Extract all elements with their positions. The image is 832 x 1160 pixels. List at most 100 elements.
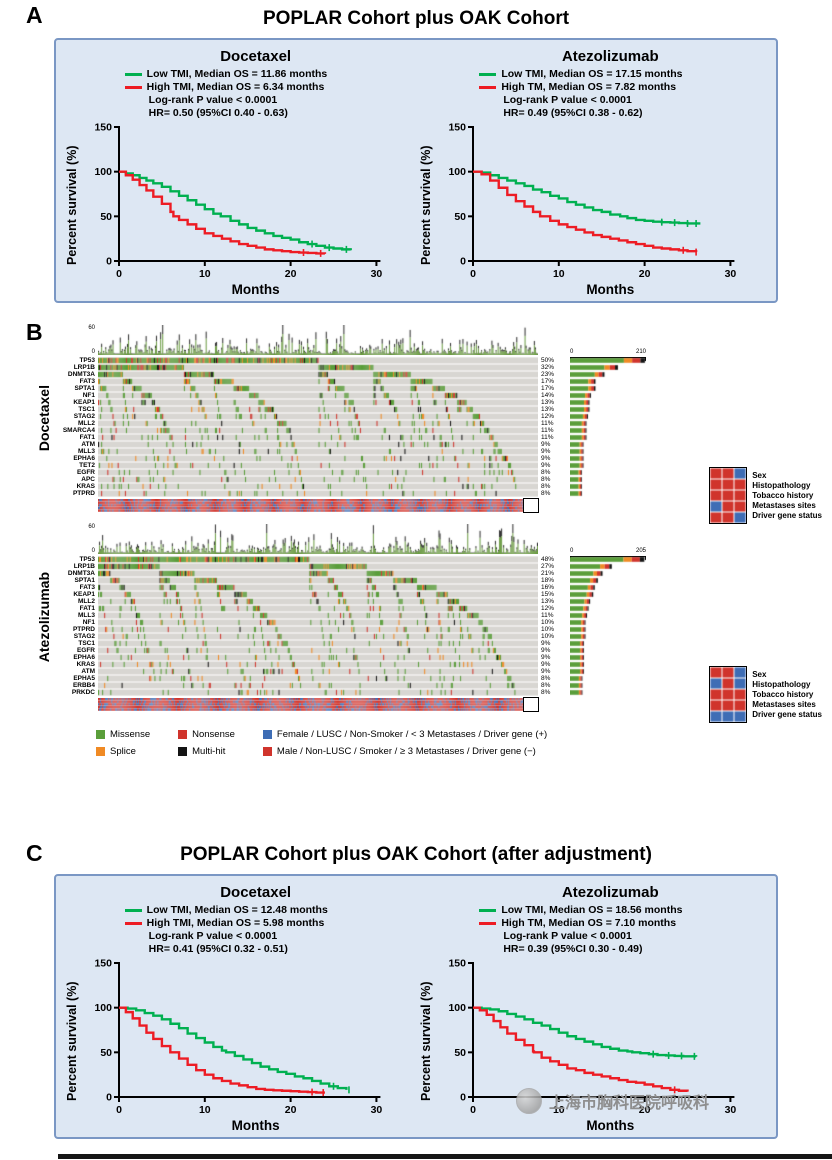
gene-label: NF1 [82,392,95,399]
svg-text:50: 50 [455,1047,467,1059]
gene-label: FAT3 [79,378,95,385]
gene-percent: 13% [541,399,555,406]
gene-label: MLL3 [78,612,95,619]
high-tmi-swatch [124,85,142,90]
svg-text:0: 0 [470,268,476,280]
gene-barchart-col: 0 210 [570,349,646,497]
gene-percent: 13% [541,598,555,605]
gene-percent: 23% [541,371,555,378]
annotation-label: Histopathology [752,679,811,689]
hr-stat: HR= 0.39 (95%CI 0.30 - 0.49) [503,943,643,955]
annotation-label: Sex [752,669,767,679]
annotation-label: Driver gene status [752,510,822,520]
gene-percent: 8% [541,490,551,497]
legend-splice: Splice [96,746,150,757]
legend-row-low: Low TMI, Median OS = 17.15 months [479,68,767,81]
gene-label: DNMT3A [67,570,95,577]
watermark: 上海市胸科医院呼吸科 [516,1088,709,1114]
legend-label: Low TMI, Median OS = 17.15 months [501,68,683,80]
annotation-label: Metastases sites [752,500,816,510]
gene-percent: 9% [541,455,551,462]
low-tmi-swatch [124,908,142,913]
oncoprint-main: 60 0 TP53 LRP1B DNMT3A SPTA1 FAT3 KEAP1 MLL2 FA… [56,524,646,712]
svg-text:30: 30 [370,268,382,280]
gene-label: TSC1 [78,640,95,647]
gene-label: KRAS [76,661,95,668]
svg-text:0: 0 [116,268,122,280]
gene-label: FAT1 [79,434,95,441]
zoom-outline [523,697,539,712]
bottom-border [58,1154,832,1159]
gene-percent: 8% [541,682,551,689]
legend-label: High TM, Median OS = 7.10 months [501,917,677,929]
annotation-row [98,498,539,513]
gene-label: TSC1 [78,406,95,413]
legend-row-low: Low TMI, Median OS = 12.48 months [124,904,413,917]
panel-c-title: POPLAR Cohort plus OAK Cohort (after adj… [180,844,652,865]
svg-text:150: 150 [94,958,112,970]
plot-title: Docetaxel [220,48,292,65]
svg-text:50: 50 [100,1047,112,1059]
svg-text:100: 100 [449,166,467,178]
high-tmi-swatch [479,921,497,926]
gene-labels: TP53 LRP1B DNMT3A SPTA1 FAT3 KEAP1 MLL2 FAT1 MLL… [56,556,98,696]
tmb-axis: 60 0 [88,524,95,554]
svg-text:10: 10 [199,268,211,280]
gene-label: KEAP1 [73,399,95,406]
legend-row-high: High TM, Median OS = 7.10 months [479,917,767,930]
gene-label: SMARCA4 [62,427,95,434]
oncoprint-docetaxel: Docetaxel 60 0 TP53 LRP1B DNMT3A FAT3 SPTA1 N… [32,325,832,524]
km-plot-docetaxel-a: Docetaxel Low TMI, Median OS = 11.86 mon… [65,48,413,297]
svg-text:0: 0 [106,1092,112,1104]
gene-label: TP53 [79,556,95,563]
x-axis-label: Months [231,1118,280,1133]
grid-row: TP53 LRP1B DNMT3A SPTA1 FAT3 KEAP1 MLL2 FAT1 MLL… [56,548,646,696]
plot-title: Atezolizumab [561,48,659,65]
clinical-positive-swatch [262,730,272,739]
svg-text:30: 30 [725,1104,737,1116]
missense-swatch [96,730,105,739]
panel-b-legend: Missense Splice Nonsense Multi-hit [96,729,832,757]
gene-label: STAG2 [73,633,95,640]
annotation-inset: Sex Histopathology Tobacco history Metastas… [709,467,822,524]
km-legend: Low TMI, Median OS = 11.86 months High T… [124,68,413,120]
km-body: Percent survival (%) 0 50 100 150 0 10 20 30 [65,957,413,1121]
gene-label: FAT1 [79,605,95,612]
gene-label: SPTA1 [74,385,95,392]
gene-label: SPTA1 [74,577,95,584]
legend-nonsense: Nonsense [178,729,235,740]
gene-label: PRKDC [71,689,95,696]
annotation-label: Tobacco history [752,490,814,500]
gene-label: TP53 [79,357,95,364]
gene-percent: 8% [541,476,551,483]
arm-label-atezolizumab: Atezolizumab [36,572,52,663]
km-plot-atezolizumab-c: Atezolizumab Low TMI, Median OS = 18.56 … [419,884,767,1133]
svg-text:10: 10 [553,268,565,280]
gene-label: PTPRD [72,626,95,633]
gene-percent: 9% [541,661,551,668]
gene-label: EGFR [76,469,95,476]
gene-label: EGFR [76,647,95,654]
gene-percent: 14% [541,392,555,399]
legend-col-3: Female / LUSC / Non-Smoker / < 3 Metasta… [262,729,547,757]
gene-percent: 16% [541,584,555,591]
legend-label: Low TMI, Median OS = 11.86 months [146,68,328,80]
hr-stat: HR= 0.50 (95%CI 0.40 - 0.63) [148,107,288,119]
gene-label: MLL2 [78,598,95,605]
gene-label: KRAS [76,483,95,490]
panel-c: C POPLAR Cohort plus OAK Cohort (after a… [0,840,832,1139]
watermark-logo [516,1088,542,1114]
panel-a-box: Docetaxel Low TMI, Median OS = 11.86 mon… [54,38,778,303]
logrank-stat: Log-rank P value < 0.0001 [148,94,278,106]
svg-text:20: 20 [284,1104,296,1116]
annotation-strip [98,698,538,711]
nonsense-swatch [178,730,188,739]
km-legend: Low TMI, Median OS = 17.15 months High T… [479,68,767,120]
logrank-stat: Log-rank P value < 0.0001 [503,930,632,942]
inset-labels: Sex Histopathology Tobacco history Metastas… [752,471,822,521]
gene-label: PTPRD [72,490,95,497]
oncoprint-atezolizumab: Atezolizumab 60 0 TP53 LRP1B DNMT3A SPTA1 FA… [32,524,832,723]
x-axis-label: Months [231,282,280,297]
gene-barchart [570,556,646,696]
